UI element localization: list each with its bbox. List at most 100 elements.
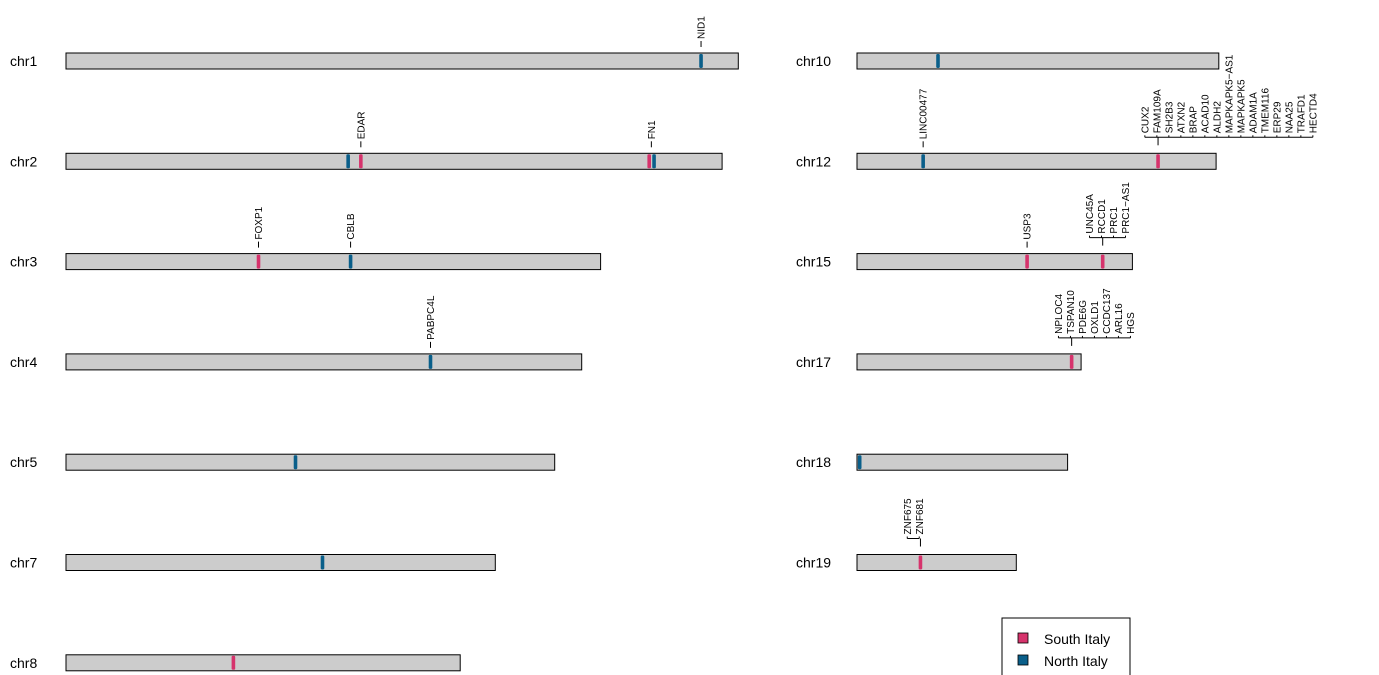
gene-label: FN1 — [647, 120, 658, 139]
gene-label: FAM109A — [1152, 89, 1163, 133]
gene-label-group: NPLOC4 TSPAN10 PDE6G OXLD1 CCDC137 ARL16 HGS — [1054, 288, 1137, 346]
gene-label-group: EDAR — [356, 112, 367, 148]
variant-marker-north — [652, 154, 656, 169]
gene-label: MAPKAPK5 — [1236, 79, 1247, 133]
gene-label: TSPAN10 — [1066, 290, 1077, 334]
gene-label-group: CBLB — [346, 213, 357, 248]
chromosome-label: chr4 — [10, 354, 37, 370]
legend-swatch-north — [1017, 654, 1029, 666]
gene-label: CBLB — [346, 213, 357, 239]
gene-label: HGS — [1126, 312, 1137, 334]
chromosome-chr2: chr2 EDAR FN1 — [10, 112, 723, 170]
variant-marker-north — [320, 555, 325, 570]
legend-label-south: South Italy — [1044, 631, 1110, 647]
legend: South Italy North Italy — [1001, 617, 1131, 675]
legend-swatch-south — [1017, 632, 1029, 644]
variant-marker-north — [428, 354, 433, 369]
variant-marker-south — [1025, 254, 1029, 269]
chromosome-chr17: chr17 NPLOC4 TSPAN10 PDE6G OXLD1 CCDC137 ARL16… — [796, 288, 1137, 371]
chromosome-label: chr19 — [796, 555, 831, 571]
chromosome-bar — [65, 52, 739, 70]
variant-marker-north — [921, 154, 925, 169]
gene-label: ALDH2 — [1212, 101, 1223, 134]
variant-marker-south — [647, 154, 651, 169]
variant-marker-north — [293, 455, 298, 470]
variant-marker-south — [256, 254, 261, 269]
chromosome-label: chr8 — [10, 655, 37, 671]
chromosome-chr19: chr19 ZNF675 ZNF681 — [796, 498, 1017, 571]
gene-label: SH2B3 — [1164, 101, 1175, 133]
chromosome-chr5: chr5 — [10, 453, 556, 471]
gene-label: PRC1−AS1 — [1121, 182, 1132, 234]
gene-label: ARL16 — [1114, 303, 1125, 334]
gene-label-group: LINC00477 — [919, 88, 930, 148]
gene-label: CUX2 — [1140, 106, 1151, 133]
variant-marker-north — [346, 154, 350, 169]
variant-marker-north — [348, 254, 353, 269]
gene-label: EDAR — [356, 112, 367, 140]
chromosome-bar — [856, 253, 1133, 271]
chromosome-bar — [65, 253, 602, 271]
gene-label: PABPC4L — [426, 295, 437, 340]
chromosome-label: chr12 — [796, 153, 831, 169]
gene-label: OXLD1 — [1090, 301, 1101, 334]
gene-label-group: NID1 — [697, 16, 708, 47]
variant-marker-south — [1069, 354, 1074, 369]
chromosome-bar — [856, 152, 1217, 170]
gene-label: HECTD4 — [1308, 93, 1319, 133]
gene-label: MAPKAPK5−AS1 — [1224, 54, 1235, 133]
chromosome-bar — [65, 554, 496, 571]
chromosome-label: chr2 — [10, 153, 37, 169]
chromosome-label: chr10 — [796, 53, 831, 69]
gene-label: UNC45A — [1085, 194, 1096, 234]
gene-label-group: CUX2 FAM109A SH2B3 ATXN2 BRAP ACAD10 ALDH2 MAPK… — [1140, 54, 1319, 146]
gene-label: NPLOC4 — [1054, 293, 1065, 333]
legend-box — [1001, 617, 1131, 675]
chromosome-bar — [65, 453, 556, 471]
variant-marker-south — [918, 555, 923, 570]
variant-marker-north — [936, 54, 940, 68]
gene-label-group: UNC45A RCCD1 PRC1 PRC1−AS1 — [1085, 182, 1132, 246]
chromosome-label: chr5 — [10, 454, 37, 470]
gene-label: ADAM1A — [1248, 92, 1259, 133]
chromosome-chr15: chr15 USP3 UNC45A RCCD1 PRC1 PRC1−AS1 — [796, 182, 1133, 271]
gene-label: USP3 — [1023, 213, 1034, 240]
gene-label: FOXP1 — [254, 206, 265, 239]
gene-label: PRC1 — [1109, 206, 1120, 233]
gene-label: NAA25 — [1284, 101, 1295, 133]
chromosome-bar — [65, 353, 583, 371]
gene-label: PDE6G — [1078, 300, 1089, 334]
variant-marker-south — [1100, 254, 1105, 269]
chromosome-label: chr17 — [796, 354, 831, 370]
chromosome-label: chr7 — [10, 555, 37, 571]
chromosome-label: chr1 — [10, 53, 37, 69]
gene-label-group: FOXP1 — [254, 206, 265, 248]
chromosome-chr4: chr4 PABPC4L — [10, 295, 583, 371]
chromosome-bar — [856, 554, 1017, 571]
chromosome-chr8: chr8 — [10, 654, 461, 672]
chromosome-chr12: chr12 LINC00477 CUX2 FAM109A SH2B3 ATXN2 BRAP A… — [796, 54, 1319, 170]
chromosome-label: chr15 — [796, 254, 831, 270]
variant-marker-north — [699, 54, 703, 68]
gene-label-group: USP3 — [1023, 213, 1034, 248]
chromosome-bar — [856, 453, 1069, 471]
gene-label-group: ZNF675 ZNF681 — [903, 498, 926, 547]
gene-label: CCDC137 — [1102, 288, 1113, 334]
chromosome-bar — [65, 654, 461, 672]
variant-marker-south — [359, 154, 363, 169]
gene-label: ERP29 — [1272, 101, 1283, 133]
gene-label-group: FN1 — [647, 120, 658, 148]
gene-label-group: PABPC4L — [426, 295, 437, 348]
legend-label-north: North Italy — [1044, 653, 1108, 669]
chromosome-chr1: chr1 NID1 — [10, 16, 739, 70]
chromosome-bar — [65, 152, 723, 170]
gene-label: LINC00477 — [919, 88, 930, 139]
chromosomes-layer: chr1 NID1 chr2 EDAR FN1 chr3 FOXP1 CBLB chr4 PABP… — [10, 16, 1319, 672]
chromosome-label: chr3 — [10, 254, 37, 270]
chromosome-chr3: chr3 FOXP1 CBLB — [10, 206, 602, 271]
chromosome-bar — [856, 353, 1082, 371]
chromosome-chr18: chr18 — [796, 453, 1069, 471]
gene-label: NID1 — [697, 16, 708, 39]
gene-label: ZNF681 — [915, 498, 926, 535]
